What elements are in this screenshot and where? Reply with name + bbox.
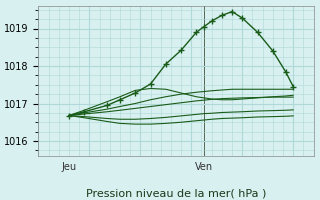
Text: Jeu: Jeu: [61, 162, 76, 172]
Text: Ven: Ven: [195, 162, 213, 172]
Text: Pression niveau de la mer( hPa ): Pression niveau de la mer( hPa ): [86, 189, 266, 199]
